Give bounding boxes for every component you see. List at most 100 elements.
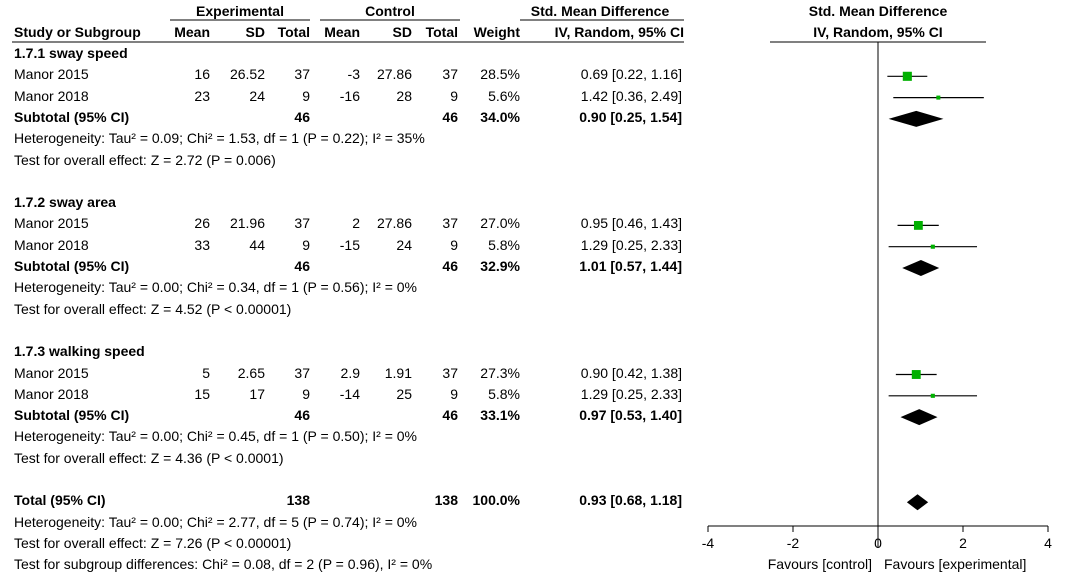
study-weight: 27.0%: [480, 215, 520, 232]
subtotal-label: Subtotal (95% CI): [14, 258, 130, 274]
plot-title: Std. Mean Difference: [808, 3, 948, 19]
study-sd-c: 24: [396, 236, 412, 253]
total-label: Total (95% CI): [14, 492, 106, 509]
study-sd-c: 1.91: [384, 364, 412, 381]
note-label: Heterogeneity: Tau² = 0.00; Chi² = 0.45,…: [14, 428, 417, 445]
x-tick-label: 4: [1044, 535, 1052, 551]
study-point: [930, 393, 935, 398]
study-mean-c: -3: [347, 66, 360, 83]
header-sd-c: SD: [392, 24, 412, 40]
study-ci-text: 0.95 [0.46, 1.43]: [580, 215, 682, 232]
subtotal-weight: 34.0%: [480, 108, 520, 125]
header-smd: Std. Mean Difference: [530, 3, 670, 19]
note-label: Test for subgroup differences: Chi² = 0.…: [14, 556, 433, 573]
study-mean-c: -15: [339, 236, 360, 253]
subtotal-n-c: 46: [442, 407, 458, 424]
study-ci-text: 1.29 [0.25, 2.33]: [580, 236, 682, 253]
study-sd-e: 21.96: [229, 215, 265, 232]
header-method: IV, Random, 95% CI: [554, 24, 684, 40]
study-sd-e: 17: [249, 385, 265, 402]
study-mean-c: -16: [339, 87, 360, 104]
study-n-c: 37: [442, 364, 458, 381]
study-mean-e: 15: [194, 385, 210, 402]
subtotal-ci-text: 1.01 [0.57, 1.44]: [579, 258, 682, 274]
subtotal-weight: 33.1%: [480, 407, 520, 424]
study-sd-c: 25: [396, 385, 412, 402]
study-mean-e: 33: [194, 236, 210, 253]
subtotal-weight: 32.9%: [480, 258, 520, 274]
subtotal-ci-text: 0.97 [0.53, 1.40]: [579, 407, 682, 424]
group-label: 1.7.3 walking speed: [14, 343, 145, 360]
study-mean-e: 26: [194, 215, 210, 232]
study-label: Manor 2018: [14, 236, 89, 253]
study-mean-e: 16: [194, 66, 210, 83]
study-weight: 28.5%: [480, 66, 520, 83]
note-label: Heterogeneity: Tau² = 0.09; Chi² = 1.53,…: [14, 130, 425, 147]
study-label: Manor 2015: [14, 364, 89, 381]
header-study: Study or Subgroup: [14, 24, 141, 40]
total-n-c: 138: [434, 492, 458, 509]
study-n-e: 37: [294, 364, 310, 381]
subtotal-n-c: 46: [442, 108, 458, 125]
header-mean-e: Mean: [174, 24, 210, 40]
study-mean-e: 23: [194, 87, 210, 104]
study-point: [911, 370, 921, 379]
note-label: Test for overall effect: Z = 4.52 (P < 0…: [14, 300, 292, 317]
study-point: [902, 71, 912, 81]
study-point: [930, 244, 935, 249]
study-mean-c: 2: [352, 215, 360, 232]
forest-table: Experimental Control Std. Mean Differenc…: [14, 3, 684, 573]
study-label: Manor 2015: [14, 66, 89, 83]
x-tick-label: -4: [702, 535, 715, 551]
x-tick-label: -2: [787, 535, 800, 551]
plot-subtitle: IV, Random, 95% CI: [813, 24, 943, 40]
study-sd-e: 44: [249, 236, 265, 253]
header-total-e: Total: [277, 24, 310, 40]
study-point: [936, 95, 941, 100]
header-mean-c: Mean: [324, 24, 360, 40]
study-sd-e: 2.65: [237, 364, 265, 381]
header-total-c: Total: [425, 24, 458, 40]
study-weight: 5.6%: [488, 87, 520, 104]
header-sd-e: SD: [245, 24, 265, 40]
study-weight: 5.8%: [488, 236, 520, 253]
summary-diamond: [906, 494, 929, 511]
subtotal-n-e: 46: [294, 258, 310, 274]
study-n-e: 9: [302, 87, 310, 104]
study-n-e: 37: [294, 215, 310, 232]
study-mean-e: 5: [202, 364, 210, 381]
study-mean-c: 2.9: [340, 364, 360, 381]
subtotal-n-c: 46: [442, 258, 458, 274]
study-label: Manor 2018: [14, 87, 89, 104]
study-n-e: 9: [302, 236, 310, 253]
subtotal-label: Subtotal (95% CI): [14, 108, 130, 125]
study-sd-c: 27.86: [376, 215, 412, 232]
subtotal-n-e: 46: [294, 108, 310, 125]
header-control: Control: [365, 3, 415, 19]
header-experimental: Experimental: [196, 3, 284, 19]
study-weight: 5.8%: [488, 385, 520, 402]
study-sd-c: 27.86: [376, 66, 412, 83]
summary-diamond: [888, 110, 944, 127]
study-ci-text: 1.29 [0.25, 2.33]: [580, 385, 682, 402]
study-n-e: 9: [302, 385, 310, 402]
note-label: Heterogeneity: Tau² = 0.00; Chi² = 2.77,…: [14, 513, 417, 530]
header-weight: Weight: [473, 24, 520, 40]
study-weight: 27.3%: [480, 364, 520, 381]
study-sd-e: 24: [249, 87, 265, 104]
study-point: [913, 220, 923, 230]
study-n-c: 37: [442, 215, 458, 232]
total-weight: 100.0%: [472, 492, 520, 509]
favours-experimental-label: Favours [experimental]: [884, 556, 1026, 572]
summary-diamond: [902, 260, 940, 276]
note-label: Test for overall effect: Z = 4.36 (P < 0…: [14, 449, 284, 466]
subtotal-ci-text: 0.90 [0.25, 1.54]: [579, 108, 682, 125]
note-label: Test for overall effect: Z = 2.72 (P = 0…: [14, 151, 276, 168]
x-tick-label: 2: [959, 535, 967, 551]
subtotal-n-e: 46: [294, 407, 310, 424]
study-mean-c: -14: [339, 385, 360, 402]
group-label: 1.7.2 sway area: [14, 194, 116, 211]
study-label: Manor 2015: [14, 215, 89, 232]
study-n-c: 9: [450, 236, 458, 253]
